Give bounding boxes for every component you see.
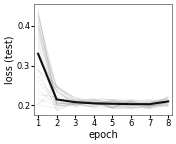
Y-axis label: loss (test): loss (test)	[4, 35, 14, 84]
X-axis label: epoch: epoch	[88, 130, 118, 140]
